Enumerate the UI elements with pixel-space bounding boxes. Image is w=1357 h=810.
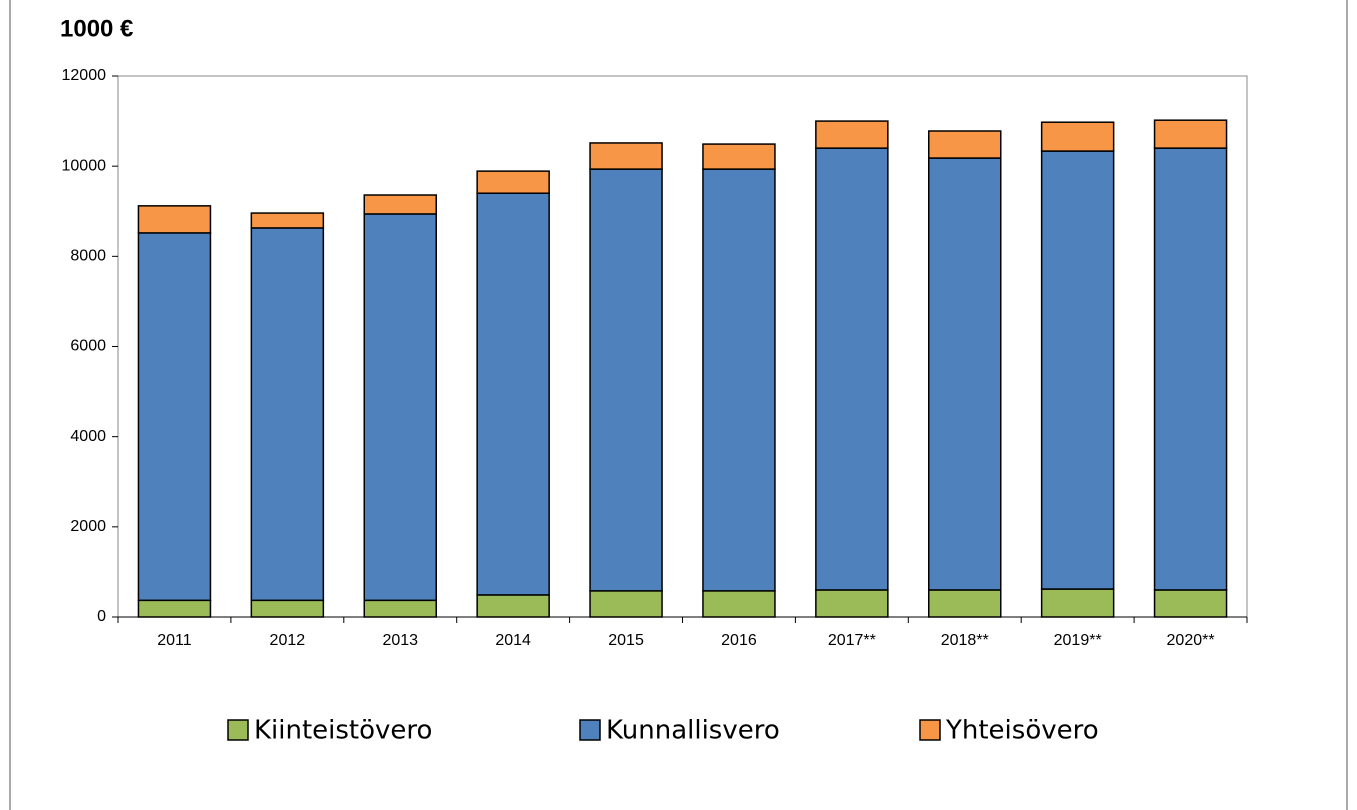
bar-segment (250, 227, 325, 602)
bar-segment (589, 590, 663, 618)
legend-label: Kiinteistövero (254, 716, 432, 746)
legend-swatch (919, 719, 941, 741)
y-tick-label: 10000 (62, 157, 107, 174)
x-tick-label: 2020** (1167, 632, 1215, 649)
bar-segment (928, 589, 1002, 618)
x-tick-label: 2012 (270, 632, 306, 649)
y-tick-label: 8000 (70, 248, 106, 265)
bar-segment (476, 170, 550, 194)
bar-segment (1153, 589, 1228, 618)
bar-segment (815, 120, 889, 149)
legend-label: Yhteisövero (945, 716, 1099, 746)
x-tick-label: 2019** (1054, 632, 1102, 649)
bar-segment (1040, 150, 1115, 590)
legend-swatch (579, 719, 601, 741)
x-tick-label: 2016 (721, 632, 757, 649)
y-tick-label: 12000 (62, 67, 107, 84)
bar-segment (589, 142, 663, 170)
bar-segment (928, 130, 1002, 159)
y-tick-label: 4000 (70, 428, 106, 445)
bar-segment (137, 232, 212, 602)
x-tick-label: 2017** (828, 632, 876, 649)
bar-segment (815, 589, 889, 618)
legend-swatch (227, 719, 249, 741)
bar-segment (1153, 119, 1228, 149)
y-tick-label: 6000 (70, 338, 106, 355)
bar-segment (1153, 147, 1228, 591)
x-tick-label: 2014 (495, 632, 531, 649)
bar-segment (363, 194, 437, 215)
bar-segment (137, 599, 212, 618)
bar-segment (137, 205, 212, 234)
x-tick-label: 2011 (157, 632, 192, 649)
bar-segment (815, 147, 889, 591)
x-tick-label: 2013 (382, 632, 418, 649)
bar-segment (928, 157, 1002, 591)
y-tick-label: 0 (97, 608, 106, 625)
bar-segment (1040, 121, 1115, 152)
bar-segment (363, 213, 437, 602)
bar-segment (476, 192, 550, 596)
bar-segment (363, 599, 437, 618)
y-tick-label: 2000 (70, 518, 106, 535)
bar-segment (250, 599, 325, 618)
chart-title: 1000 € (60, 15, 133, 42)
bar-segment (476, 594, 550, 618)
legend-label: Kunnallisvero (606, 716, 780, 746)
bar-segment (250, 212, 325, 229)
bar-segment (702, 143, 776, 170)
bar-segment (702, 168, 776, 592)
bar-segment (702, 590, 776, 618)
bar-segment (1040, 588, 1115, 618)
bar-segment (589, 168, 663, 592)
x-tick-label: 2015 (608, 632, 644, 649)
x-tick-label: 2018** (941, 632, 989, 649)
